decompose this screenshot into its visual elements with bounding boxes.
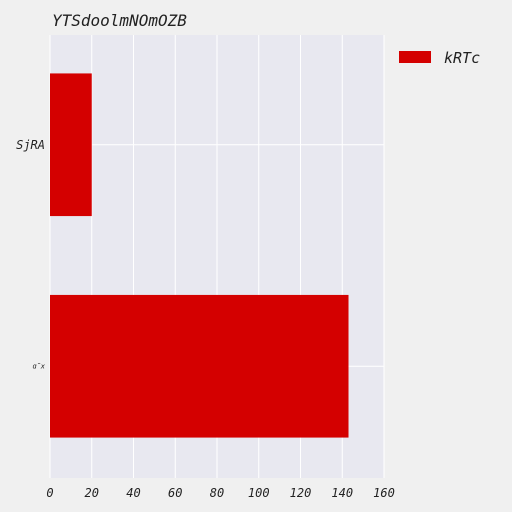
y-tick-label: SjRA (16, 138, 45, 152)
x-axis-ticks: 0 20 40 60 80 100 120 140 160 (46, 486, 394, 500)
x-tick-label: 0 (46, 486, 53, 500)
y-axis-ticks: SjRA ɑ̃x (16, 138, 46, 371)
x-tick-label: 160 (373, 486, 395, 500)
legend-label: kRTc (444, 49, 480, 67)
x-tick-label: 120 (290, 486, 312, 500)
legend-swatch (399, 51, 431, 63)
x-tick-label: 100 (248, 486, 270, 500)
x-tick-label: 80 (210, 486, 224, 500)
x-tick-label: 60 (168, 486, 182, 500)
x-tick-label: 40 (126, 486, 140, 500)
x-tick-label: 20 (85, 486, 99, 500)
chart-title: YTSdoolmNOmOZB (52, 11, 187, 30)
bar-0 (50, 73, 92, 217)
bars (50, 73, 349, 438)
bar-1 (50, 294, 349, 438)
x-tick-label: 140 (331, 486, 353, 500)
y-tick-label: ɑ̃x (32, 362, 45, 370)
legend: kRTc (399, 49, 480, 67)
